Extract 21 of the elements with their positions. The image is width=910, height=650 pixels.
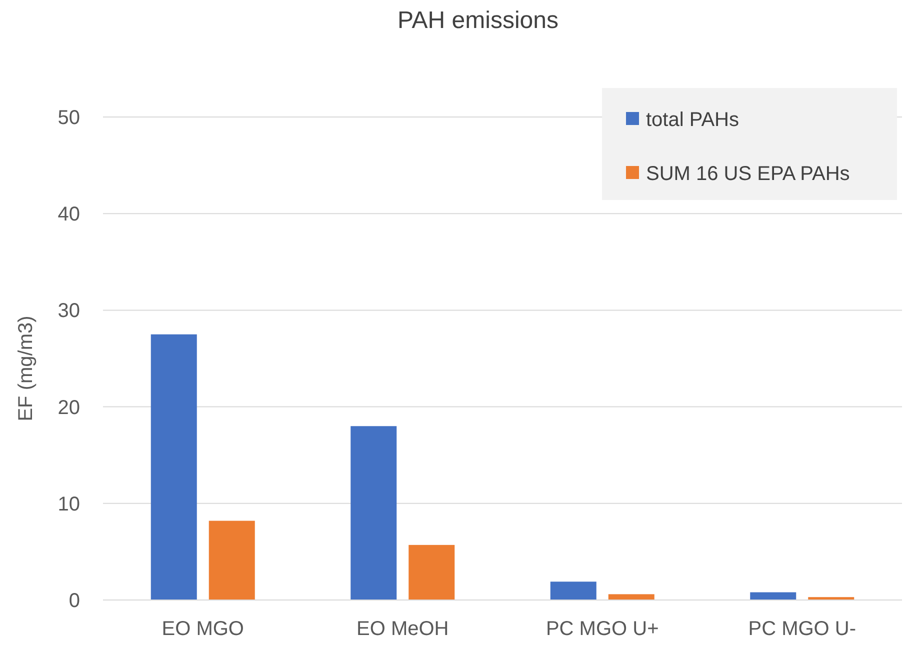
y-tick-label: 30 xyxy=(58,300,80,322)
bar xyxy=(350,426,397,600)
bar xyxy=(550,582,596,600)
legend-label: SUM 16 US EPA PAHs xyxy=(646,163,850,185)
bar xyxy=(408,544,455,600)
bar xyxy=(750,592,796,600)
y-tick-label: 50 xyxy=(58,107,80,129)
y-tick-label: 40 xyxy=(58,204,80,226)
bar xyxy=(608,594,654,600)
chart-title: PAH emissions xyxy=(398,7,558,34)
legend-label: total PAHs xyxy=(646,109,739,131)
x-tick-label: PC MGO U+ xyxy=(546,618,659,640)
y-tick-label: 20 xyxy=(58,396,80,419)
x-tick-label: EO MGO xyxy=(162,618,244,640)
bar xyxy=(208,520,255,600)
y-tick-label: 10 xyxy=(58,493,80,516)
y-axis-title: EF (mg/m3) xyxy=(15,316,37,422)
x-tick-label: EO MeOH xyxy=(356,618,449,640)
y-tick-label: 0 xyxy=(68,590,80,612)
bar xyxy=(150,334,197,600)
x-tick-label: PC MGO U- xyxy=(748,618,856,640)
